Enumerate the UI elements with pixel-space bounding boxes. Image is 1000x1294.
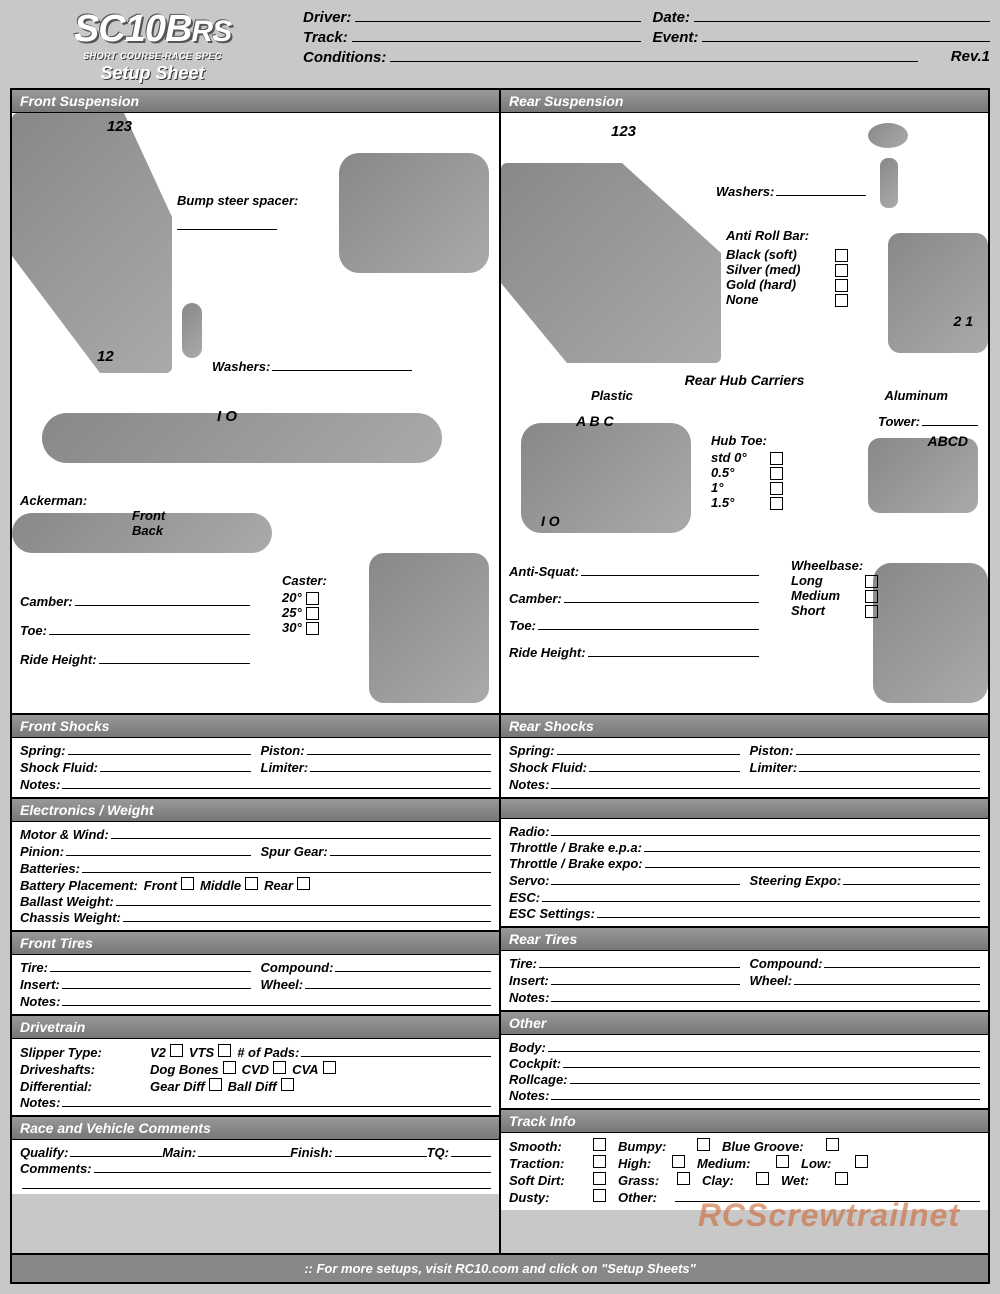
- hub-0-check[interactable]: [770, 452, 783, 465]
- batt-middle-check[interactable]: [245, 877, 258, 890]
- dogbones-check[interactable]: [223, 1061, 236, 1074]
- dusty-check[interactable]: [593, 1189, 606, 1202]
- other-title: Other: [501, 1010, 988, 1035]
- wb-med-check[interactable]: [865, 590, 878, 603]
- caster-30-check[interactable]: [306, 622, 319, 635]
- balldiff-check[interactable]: [281, 1078, 294, 1091]
- rear-susp-panel: 123 Washers: 2 1 Anti Roll Bar: Black (s…: [501, 113, 988, 713]
- race-comments-title: Race and Vehicle Comments: [12, 1115, 499, 1140]
- driver-label: Driver:: [303, 9, 351, 26]
- batt-rear-check[interactable]: [297, 877, 310, 890]
- arb-none-check[interactable]: [835, 294, 848, 307]
- conditions-label: Conditions:: [303, 49, 386, 66]
- front-susp-title: Front Suspension: [12, 88, 499, 113]
- soft-check[interactable]: [593, 1172, 606, 1185]
- hub-15-check[interactable]: [770, 497, 783, 510]
- logo: SC10BRS SHORT COURSE-RACE SPEC Setup She…: [10, 8, 295, 84]
- caster-25-check[interactable]: [306, 607, 319, 620]
- electronics-title: Electronics / Weight: [12, 797, 499, 822]
- caster-20-check[interactable]: [306, 592, 319, 605]
- wb-short-check[interactable]: [865, 605, 878, 618]
- vts-check[interactable]: [218, 1044, 231, 1057]
- wet-check[interactable]: [835, 1172, 848, 1185]
- bumpy-check[interactable]: [697, 1138, 710, 1151]
- front-tires-title: Front Tires: [12, 930, 499, 955]
- arb-gold-check[interactable]: [835, 279, 848, 292]
- event-label: Event:: [653, 29, 699, 46]
- arb-silver-check[interactable]: [835, 264, 848, 277]
- rev-label: Rev.1: [951, 48, 990, 65]
- geardiff-check[interactable]: [209, 1078, 222, 1091]
- rear-susp-title: Rear Suspension: [501, 88, 988, 113]
- cva-check[interactable]: [323, 1061, 336, 1074]
- track-info-title: Track Info: [501, 1108, 988, 1133]
- footer: :: For more setups, visit RC10.com and c…: [10, 1255, 990, 1284]
- wb-long-check[interactable]: [865, 575, 878, 588]
- drivetrain-title: Drivetrain: [12, 1014, 499, 1039]
- rear-shocks-title: Rear Shocks: [501, 713, 988, 738]
- hub-1-check[interactable]: [770, 482, 783, 495]
- front-shocks-title: Front Shocks: [12, 713, 499, 738]
- medium-check[interactable]: [776, 1155, 789, 1168]
- batt-front-check[interactable]: [181, 877, 194, 890]
- v2-check[interactable]: [170, 1044, 183, 1057]
- blue-check[interactable]: [826, 1138, 839, 1151]
- smooth-check[interactable]: [593, 1138, 606, 1151]
- traction-check[interactable]: [593, 1155, 606, 1168]
- clay-check[interactable]: [756, 1172, 769, 1185]
- cvd-check[interactable]: [273, 1061, 286, 1074]
- front-susp-panel: 123 12 Bump steer spacer: Washers: I O A…: [12, 113, 499, 713]
- rear-tires-title: Rear Tires: [501, 926, 988, 951]
- high-check[interactable]: [672, 1155, 685, 1168]
- date-label: Date:: [653, 9, 691, 26]
- low-check[interactable]: [855, 1155, 868, 1168]
- grass-check[interactable]: [677, 1172, 690, 1185]
- arb-black-check[interactable]: [835, 249, 848, 262]
- hub-05-check[interactable]: [770, 467, 783, 480]
- track-label: Track:: [303, 29, 348, 46]
